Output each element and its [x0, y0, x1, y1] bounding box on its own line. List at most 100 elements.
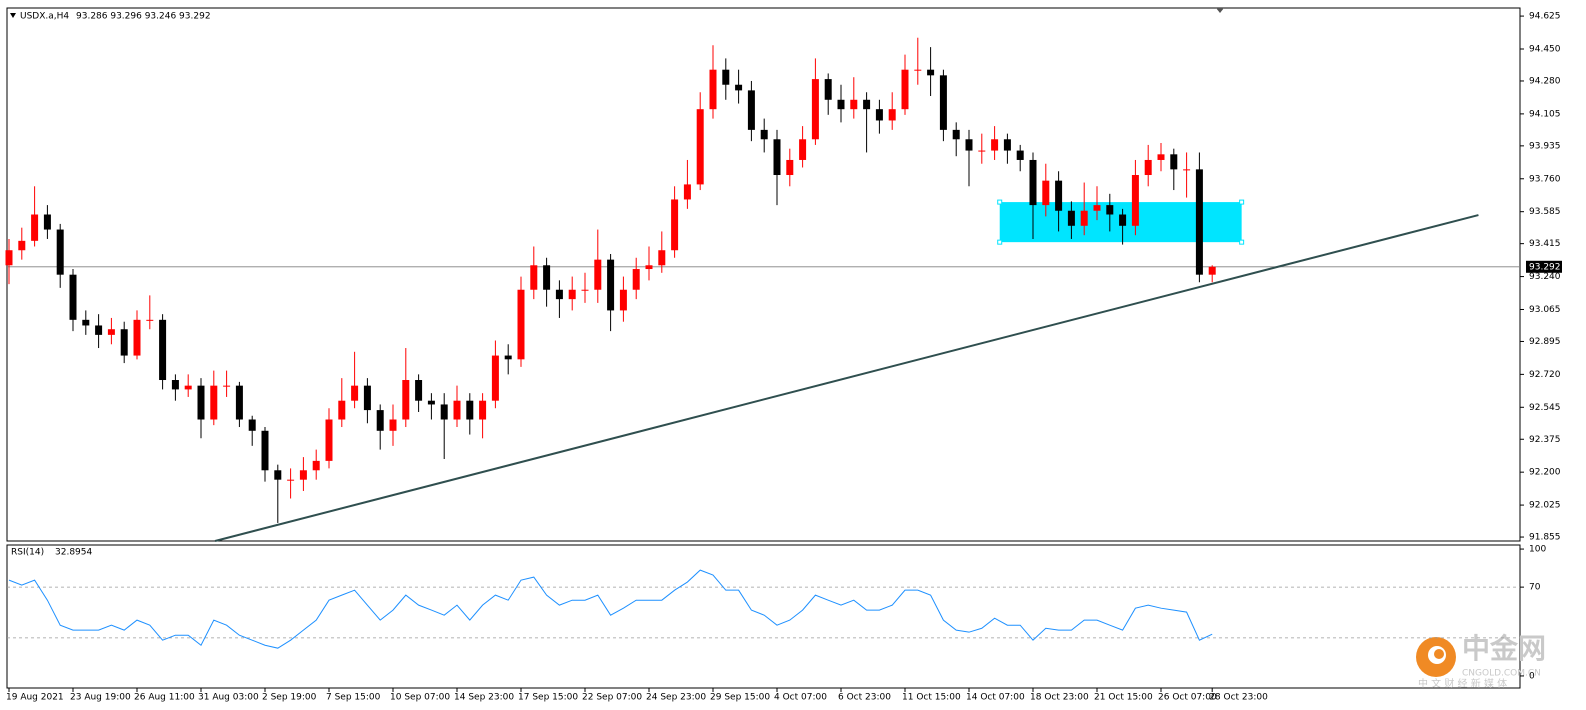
y-tick-label: 93.935 — [1529, 141, 1561, 151]
y-tick-label: 93.760 — [1529, 174, 1561, 184]
watermark-brand: 中金网 — [1462, 632, 1546, 665]
candle-body — [735, 84, 743, 91]
candle-body — [389, 419, 397, 431]
y-tick-label: 94.625 — [1529, 12, 1561, 22]
y-tick-label: 94.280 — [1529, 76, 1561, 86]
y-tick-label: 92.025 — [1529, 501, 1561, 511]
rsi-panel-frame — [6, 544, 1521, 689]
y-tick-label: 92.545 — [1529, 403, 1561, 413]
candle-body — [786, 159, 794, 176]
candle-body — [376, 410, 384, 431]
x-tick-label: 24 Sep 23:00 — [646, 693, 706, 703]
candle-body — [31, 214, 39, 241]
candle-body — [619, 289, 627, 311]
candle-body — [863, 99, 871, 110]
candle-body — [159, 319, 167, 381]
x-tick-label: 4 Oct 07:00 — [774, 693, 827, 703]
zone-handle — [1239, 199, 1245, 205]
x-tick-label: 19 Aug 2021 — [6, 693, 64, 703]
y-tick-label: 92.200 — [1529, 468, 1561, 478]
candle-body — [581, 289, 589, 291]
candle-body — [1144, 159, 1152, 176]
candle-body — [351, 385, 359, 401]
candle-body — [837, 99, 845, 110]
candle-body — [1029, 159, 1037, 206]
trendline — [214, 214, 1479, 542]
y-tick-label: 93.585 — [1529, 207, 1561, 217]
candle-body — [184, 385, 192, 390]
x-tick-label: 6 Oct 23:00 — [838, 693, 891, 703]
x-tick-label: 18 Oct 23:00 — [1030, 693, 1089, 703]
y-tick-label: 93.065 — [1529, 305, 1561, 315]
y-tick-label: 92.720 — [1529, 370, 1561, 380]
candle-body — [1119, 214, 1127, 226]
candle-body — [5, 250, 13, 266]
candle-body — [747, 90, 755, 130]
candle-body — [95, 325, 103, 335]
watermark-slogan: 中 文 财 经 新 媒 体 — [1418, 677, 1507, 690]
x-tick-label: 14 Sep 23:00 — [454, 693, 514, 703]
candle-body — [901, 69, 909, 110]
menu-triangle[interactable] — [10, 13, 16, 18]
candle-body — [287, 479, 295, 481]
candle-body — [146, 319, 154, 321]
candle-body — [709, 69, 717, 110]
candle-body — [991, 139, 999, 151]
y-tick-label: 0 — [1529, 671, 1535, 681]
candle-body — [1170, 154, 1178, 170]
x-tick-label: 2 Sep 19:00 — [262, 693, 317, 703]
main-panel-frame — [6, 7, 1521, 542]
candle-body — [120, 329, 128, 356]
rsi-value: 32.8954 — [55, 548, 92, 558]
quote-label: 93.286 93.296 93.246 93.292 — [76, 12, 211, 22]
x-tick-label: 22 Sep 07:00 — [582, 693, 642, 703]
last-price-box — [1526, 260, 1562, 273]
candle-body — [1183, 169, 1191, 171]
candle-body — [722, 69, 730, 85]
candle-body — [888, 109, 896, 121]
candle-body — [491, 355, 499, 401]
x-tick-label: 21 Oct 15:00 — [1094, 693, 1153, 703]
y-tick-label: 94.450 — [1529, 45, 1561, 55]
candle-body — [69, 274, 77, 320]
candle-body — [632, 269, 640, 290]
candle-body — [171, 380, 179, 390]
candle-body — [248, 419, 256, 431]
zone-handle — [997, 239, 1003, 245]
candle-body — [799, 139, 807, 160]
candle-body — [683, 184, 691, 200]
candle-body — [18, 240, 26, 251]
candle-body — [1003, 139, 1011, 151]
candle-body — [594, 259, 602, 290]
zone-handle — [1239, 239, 1245, 245]
candle-body — [43, 214, 51, 230]
y-tick-label: 93.415 — [1529, 239, 1561, 249]
candle-body — [1208, 266, 1216, 275]
candle-body — [914, 69, 922, 71]
y-tick-label: 94.105 — [1529, 109, 1561, 119]
rsi-title: RSI(14) — [11, 548, 44, 558]
candle-body — [952, 129, 960, 140]
logo-dot — [1434, 649, 1444, 659]
x-tick-label: 10 Sep 07:00 — [390, 693, 450, 703]
candle-body — [1195, 169, 1203, 275]
rsi-line — [8, 569, 1213, 649]
candle-body — [568, 289, 576, 300]
candle-body — [607, 259, 615, 311]
x-tick-label: 11 Oct 15:00 — [902, 693, 961, 703]
candle-body — [1106, 205, 1114, 215]
candle-body — [133, 319, 141, 356]
candle-body — [107, 329, 115, 335]
candle-body — [696, 109, 704, 185]
candle-body — [427, 400, 435, 405]
candle-body — [850, 99, 858, 110]
candle-body — [811, 79, 819, 140]
candle-body — [453, 400, 461, 420]
candle-body — [1093, 205, 1101, 211]
candle-body — [479, 400, 487, 420]
candle-body — [440, 404, 448, 420]
candle-body — [927, 69, 935, 76]
candle-body — [223, 385, 231, 387]
